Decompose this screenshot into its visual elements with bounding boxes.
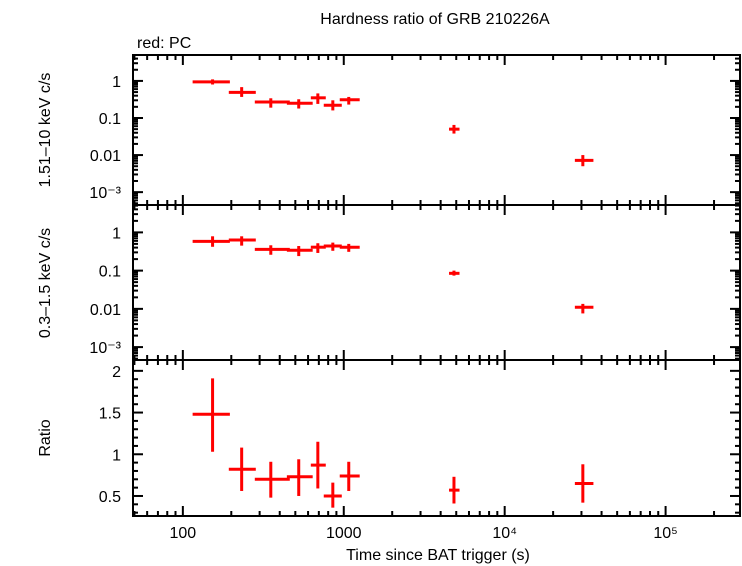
data-point: [228, 87, 256, 97]
data-point: [228, 236, 256, 246]
y-tick-label: 0.1: [99, 264, 121, 281]
y-tick-label: 0.01: [90, 148, 121, 165]
data-point: [254, 98, 290, 108]
data-point: [310, 243, 326, 253]
x-tick-label: 10⁴: [492, 525, 517, 542]
data-point: [339, 96, 360, 105]
data-point: [192, 79, 230, 85]
plot-frame: [132, 54, 741, 206]
data-point: [339, 461, 360, 491]
chart-title: Hardness ratio of GRB 210226A: [320, 11, 550, 28]
data-point: [323, 242, 342, 251]
y-axis-label-ratio: Ratio: [37, 419, 54, 456]
data-point: [254, 461, 290, 498]
data-point: [254, 245, 290, 255]
y-tick-label: 10⁻³: [89, 340, 121, 357]
y-tick-label: 1: [112, 225, 121, 242]
y-tick-label: 0.01: [90, 302, 121, 319]
data-point: [323, 100, 342, 111]
panel-bottom: 2 1.5 1 0.5: [99, 359, 741, 517]
x-tick-label: 10⁵: [653, 525, 677, 542]
data-point: [574, 155, 594, 167]
y-tick-label: 0.1: [99, 111, 121, 128]
y-tick-label: 1: [112, 447, 121, 464]
data-point: [449, 270, 460, 276]
data-point: [310, 93, 326, 104]
y-tick-label: 2: [112, 364, 121, 381]
data-point: [286, 99, 313, 109]
data-point: [192, 236, 230, 247]
y-tick-label: 0.5: [99, 489, 121, 506]
data-point: [339, 243, 360, 252]
data-point: [323, 482, 342, 508]
data-point: [574, 303, 594, 314]
data-point: [574, 464, 594, 503]
y-tick-label: 1.5: [99, 406, 121, 423]
panel-middle: 1 0.1 0.01 10⁻³: [89, 204, 741, 361]
data-point: [192, 378, 230, 452]
data-point: [449, 124, 460, 134]
data-point: [286, 246, 313, 257]
y-axis-label-middle: 0.3–1.5 keV c/s: [37, 228, 54, 338]
y-tick-label: 1: [112, 74, 121, 91]
y-tick-label: 10⁻³: [89, 185, 121, 202]
data-point: [310, 441, 326, 489]
x-axis-label: Time since BAT trigger (s): [346, 547, 530, 564]
plot-frame: [132, 204, 741, 361]
data-point: [228, 447, 256, 491]
legend-note: red: PC: [137, 35, 191, 52]
x-tick-label: 1000: [326, 525, 362, 542]
data-point: [449, 476, 460, 504]
y-axis-label-top: 1.51–10 keV c/s: [37, 73, 54, 188]
data-point: [286, 459, 313, 496]
plot-frame: [132, 359, 741, 517]
x-tick-label: 100: [170, 525, 197, 542]
panel-top: 1 0.1 0.01 10⁻³: [89, 54, 741, 206]
